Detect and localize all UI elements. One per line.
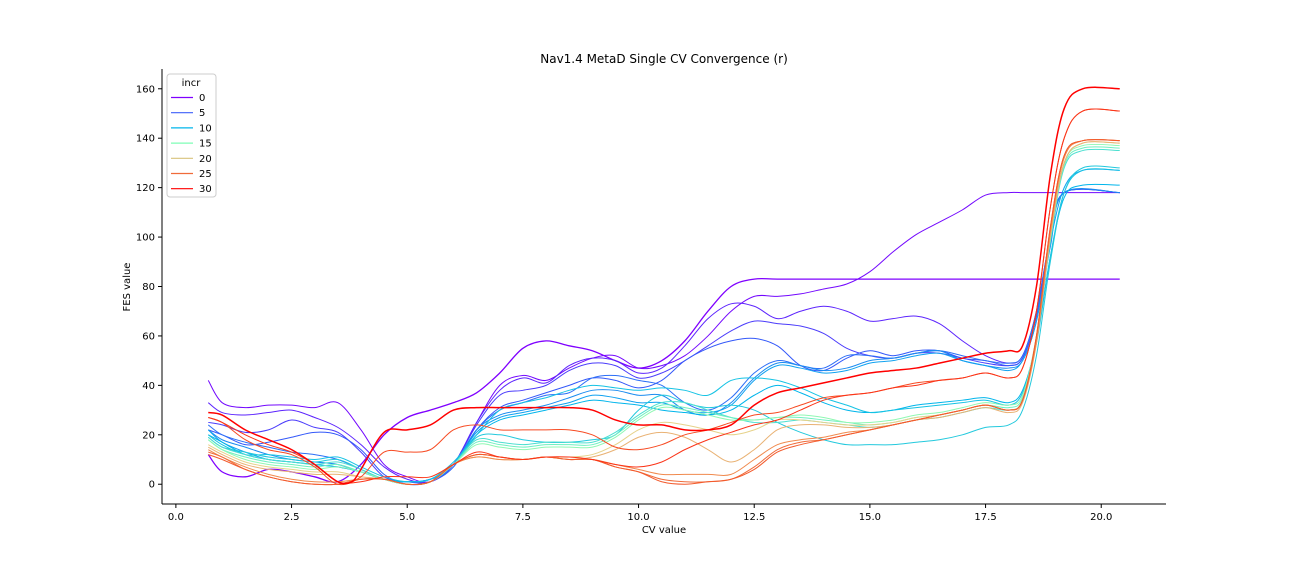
y-tick-label: 100	[136, 233, 155, 244]
x-axis-label: CV value	[642, 525, 686, 536]
series-line-9	[207, 168, 1120, 483]
y-tick-label: 60	[142, 331, 155, 342]
series-layer	[207, 86, 1120, 486]
legend-label: 25	[199, 169, 212, 180]
series-line-21	[208, 86, 1120, 485]
y-tick-label: 120	[136, 183, 155, 194]
legend-title: incr	[182, 78, 202, 89]
x-tick-label: 10.0	[627, 512, 649, 523]
legend-label: 20	[199, 154, 212, 165]
x-tick-label: 5.0	[399, 512, 415, 523]
legend-label: 5	[199, 108, 205, 119]
series-line-13	[207, 143, 1120, 485]
legend-label: 15	[199, 139, 212, 150]
series-line-18	[208, 139, 1120, 486]
y-axis-label: FES value	[122, 263, 133, 312]
legend-entries: 0 5 10 15 20 25 30	[171, 93, 212, 195]
series-line-3	[208, 188, 1120, 484]
chart-title: Nav1.4 MetaD Single CV Convergence (r)	[540, 52, 788, 66]
y-tick-label: 20	[142, 430, 155, 441]
legend-label: 10	[199, 123, 212, 134]
series-line-1	[207, 191, 1120, 483]
x-ticks: 0.0 2.5 5.0 7.5 10.0 12.5 15.0 17.5 20.0	[168, 504, 1112, 523]
series-line-20	[208, 108, 1120, 484]
y-tick-label: 0	[149, 480, 155, 491]
x-tick-label: 17.5	[974, 512, 996, 523]
y-tick-label: 160	[136, 84, 155, 95]
y-tick-label: 40	[142, 381, 155, 392]
legend-frame	[166, 73, 217, 198]
series-line-0	[207, 277, 1120, 483]
legend: incr 0 5 10 15 20 25 30	[166, 73, 217, 198]
x-tick-label: 15.0	[859, 512, 881, 523]
x-tick-label: 2.5	[284, 512, 300, 523]
series-line-4	[208, 188, 1120, 486]
x-tick-label: 0.0	[168, 512, 184, 523]
y-tick-label: 140	[136, 134, 155, 145]
x-tick-label: 7.5	[515, 512, 531, 523]
y-ticks: 0 20 40 60 80 100 120 140 160	[136, 84, 162, 491]
y-tick-label: 80	[142, 282, 155, 293]
legend-label: 0	[199, 93, 205, 104]
series-line-2	[207, 188, 1120, 484]
legend-label: 30	[199, 184, 212, 195]
x-tick-label: 20.0	[1090, 512, 1112, 523]
x-tick-label: 12.5	[743, 512, 765, 523]
